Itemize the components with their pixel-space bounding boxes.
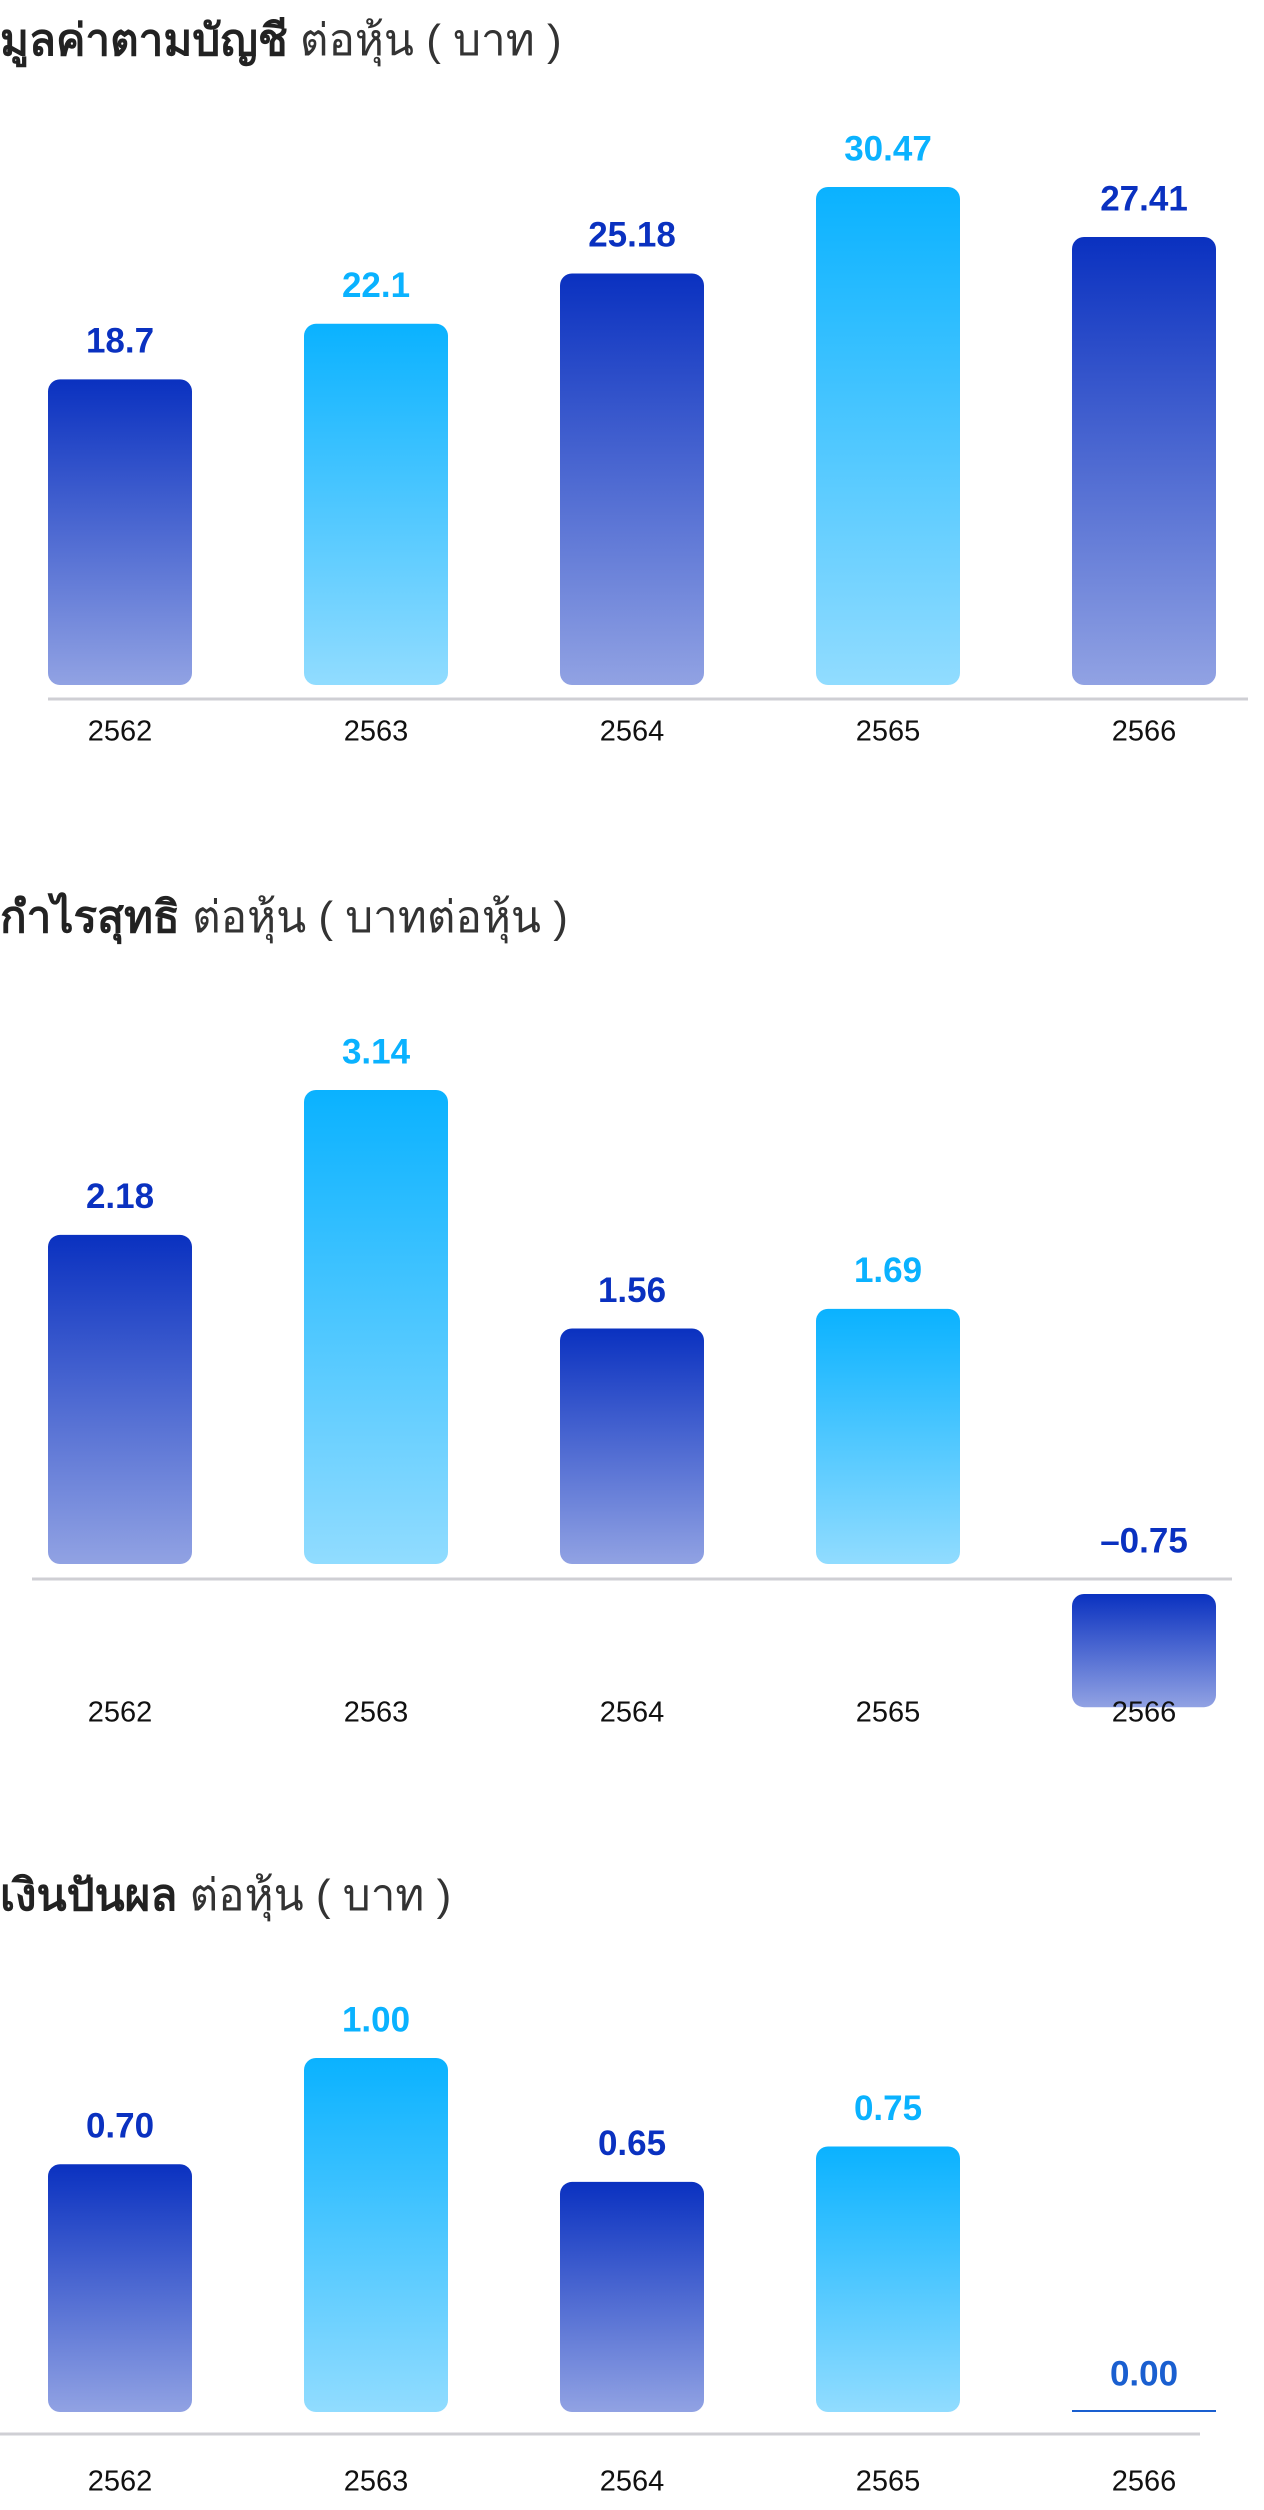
x-tick-label: 2566 <box>1112 1697 1177 1729</box>
bar <box>48 2164 192 2412</box>
value-label: 0.00 <box>1110 2354 1178 2393</box>
chart-title: กำไรสุทธิ ต่อหุ้น ( บาทต่อหุ้น ) <box>0 891 568 945</box>
chart-title: มูลค่าตามบัญชี ต่อหุ้น ( บาท ) <box>0 16 562 67</box>
bar <box>1072 237 1216 686</box>
value-label: 18.7 <box>86 322 154 361</box>
x-tick-label: 2562 <box>88 1697 153 1729</box>
x-tick-label: 2563 <box>344 2466 409 2498</box>
value-label: 1.00 <box>342 2000 410 2039</box>
x-tick-label: 2563 <box>344 1697 409 1729</box>
bar <box>816 1308 960 1564</box>
x-tick-label: 2566 <box>1112 2466 1177 2498</box>
bar <box>304 323 448 685</box>
value-label: 25.18 <box>588 216 676 255</box>
chart-title: เงินปันผล ต่อหุ้น ( บาท ) <box>0 1871 451 1922</box>
x-tick-label: 2565 <box>856 1697 921 1729</box>
value-label: 1.56 <box>598 1271 666 1310</box>
x-tick-label: 2564 <box>600 2466 665 2498</box>
bar <box>48 1234 192 1564</box>
title-main: มูลค่าตามบัญชี <box>0 16 288 67</box>
value-label: 3.14 <box>342 1032 411 1071</box>
bar <box>560 1328 704 1564</box>
x-tick-label: 2562 <box>88 2466 153 2498</box>
x-tick-label: 2563 <box>344 716 409 748</box>
title-main: กำไรสุทธิ <box>0 891 180 945</box>
bar <box>304 1090 448 1564</box>
title-unit: ต่อหุ้น ( บาท ) <box>190 1871 452 1922</box>
x-tick-label: 2565 <box>856 716 921 748</box>
value-label: 1.69 <box>854 1251 922 1290</box>
value-label: 0.75 <box>854 2089 922 2128</box>
bar <box>48 379 192 685</box>
bar <box>560 2181 704 2412</box>
x-tick-label: 2566 <box>1112 716 1177 748</box>
x-tick-label: 2562 <box>88 716 153 748</box>
title-unit: ต่อหุ้น ( บาท ) <box>300 16 562 67</box>
bar <box>816 187 960 685</box>
value-label: –0.75 <box>1100 1521 1188 1560</box>
bar <box>560 273 704 685</box>
value-label: 0.65 <box>598 2124 666 2163</box>
value-label: 30.47 <box>844 129 932 168</box>
title-main: เงินปันผล <box>0 1871 177 1920</box>
x-tick-label: 2565 <box>856 2466 921 2498</box>
bar <box>816 2146 960 2412</box>
value-label: 0.70 <box>86 2106 154 2145</box>
x-tick-label: 2564 <box>600 716 665 748</box>
x-tick-label: 2564 <box>600 1697 665 1729</box>
bar <box>1072 1594 1216 1708</box>
title-unit: ต่อหุ้น ( บาทต่อหุ้น ) <box>192 893 568 944</box>
bar <box>1072 2410 1216 2412</box>
value-label: 2.18 <box>86 1177 154 1216</box>
value-label: 27.41 <box>1100 179 1188 218</box>
bar <box>304 2058 448 2412</box>
value-label: 22.1 <box>342 266 410 305</box>
